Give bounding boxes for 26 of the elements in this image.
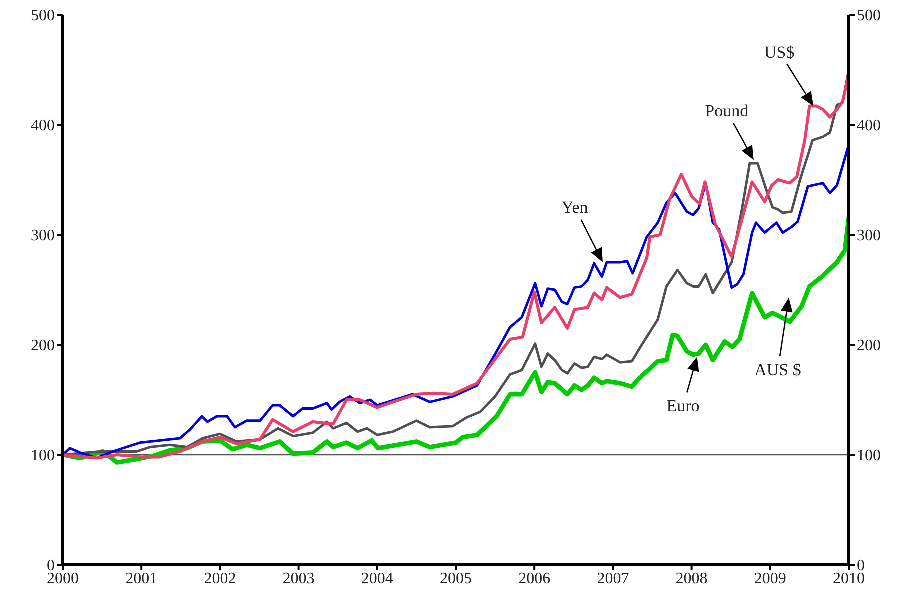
annotation: US$ [764,42,795,62]
x-tick-label: 2004 [361,570,394,588]
x-tick-label: 2001 [126,570,158,588]
x-tick-label: 2010 [833,570,865,588]
y2-tick-label: 200 [857,338,881,355]
annotation: Yen [562,198,589,217]
y-tick-label: 100 [31,448,55,465]
y2-tick-label: 300 [857,228,881,245]
y-tick-label: 400 [31,118,55,135]
x-tick-label: 2008 [676,570,708,588]
x-tick-label: 2006 [518,570,551,588]
x-tick-label: 2002 [204,570,236,588]
y2-tick-label: 400 [857,118,881,135]
x-tick-label: 2007 [597,570,630,588]
annotation: AUS $ [754,360,802,380]
y2-tick-label: 100 [857,448,881,465]
x-tick-label: 2005 [440,570,472,588]
y-tick-label: 500 [31,8,55,25]
y-tick-label: 300 [31,228,55,245]
x-tick-label: 2000 [47,570,79,588]
x-tick-label: 2003 [282,570,315,588]
annotation: Euro [666,396,700,416]
y-tick-label: 200 [31,338,55,355]
annotation: Pound [705,102,750,121]
x-tick-label: 2009 [754,570,786,588]
y2-tick-label: 500 [857,8,881,25]
